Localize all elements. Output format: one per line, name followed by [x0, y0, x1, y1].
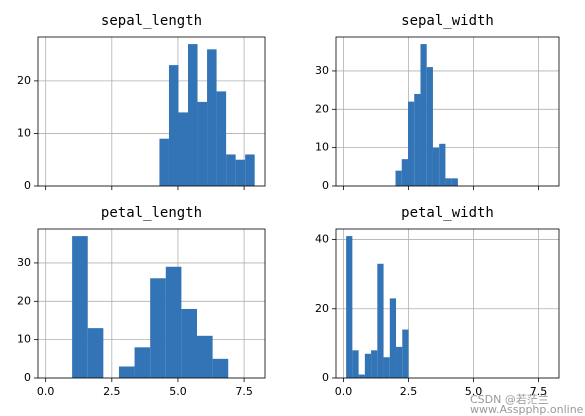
y-tick-label: 40	[315, 233, 329, 246]
subplot-title: sepal_length	[101, 13, 202, 29]
histogram-bar	[159, 138, 169, 186]
y-tick-label: 20	[315, 302, 329, 315]
histogram-bar	[396, 346, 403, 378]
histogram-bar	[377, 263, 384, 378]
axes-frame	[37, 228, 266, 379]
histogram-bar	[72, 236, 88, 378]
histogram-bar	[402, 329, 409, 378]
x-tick-label: 5.0	[465, 385, 483, 398]
y-tick-label: 20	[315, 102, 329, 115]
histogram-bar	[383, 357, 390, 378]
histogram-bar	[395, 170, 402, 186]
x-tick-label: 2.5	[103, 385, 121, 398]
histogram-bar	[414, 93, 421, 186]
histogram-bar	[364, 353, 372, 378]
histogram-bar	[165, 266, 182, 378]
histogram-bar	[188, 44, 198, 186]
histogram-bar	[216, 91, 227, 186]
histogram-bar	[168, 65, 179, 186]
histogram-bar	[212, 358, 229, 378]
histogram-bar	[197, 101, 208, 186]
subplot-title: petal_width	[401, 205, 494, 221]
histogram-bar	[420, 44, 427, 186]
subplot-title: petal_length	[101, 205, 202, 221]
histogram-bar	[235, 159, 246, 186]
y-tick-label: 10	[315, 141, 329, 154]
y-tick-label: 0	[24, 371, 31, 384]
histogram-bar	[181, 308, 198, 378]
histogram-bar	[150, 278, 166, 378]
x-tick-label: 5.0	[169, 385, 187, 398]
y-tick-label: 20	[17, 74, 31, 87]
x-tick-label: 0.0	[335, 385, 353, 398]
histogram-bar	[445, 178, 452, 186]
histogram-bar	[87, 328, 104, 378]
histogram-bar	[245, 154, 255, 186]
axes-frame	[335, 36, 560, 187]
histogram-bar	[226, 154, 236, 186]
histogram-bar	[407, 101, 415, 186]
histogram-bar	[346, 236, 353, 378]
y-tick-label: 30	[17, 256, 31, 269]
histogram-bar	[118, 366, 135, 378]
histogram-bar	[197, 335, 213, 378]
histogram-bar	[389, 298, 397, 378]
x-tick-label: 0.0	[37, 385, 55, 398]
y-tick-label: 0	[322, 371, 329, 384]
y-tick-label: 10	[17, 126, 31, 139]
x-tick-label: 7.5	[530, 385, 548, 398]
x-tick-label: 2.5	[400, 385, 418, 398]
histogram-bar	[401, 159, 408, 186]
histogram-bar	[352, 350, 359, 378]
watermark-site: www.Asspphp.online	[470, 403, 584, 416]
x-tick-label: 7.5	[235, 385, 253, 398]
histogram-bar	[426, 67, 433, 186]
histogram-bar	[207, 49, 217, 187]
histogram-bar	[439, 143, 446, 186]
axes-frame	[37, 36, 266, 187]
y-tick-label: 20	[17, 294, 31, 307]
watermark-author: CSDN @若茫兰	[470, 392, 549, 406]
y-tick-label: 0	[24, 179, 31, 192]
subplot-title: sepal_width	[401, 13, 494, 29]
histogram-bar	[358, 374, 365, 378]
y-tick-label: 30	[315, 64, 329, 77]
histogram-bar	[178, 112, 189, 186]
histogram-bar	[432, 147, 440, 186]
histogram-bar	[134, 347, 151, 378]
histogram-bar	[371, 350, 378, 378]
axes-frame	[335, 228, 560, 379]
histogram-bar	[451, 178, 458, 186]
y-tick-label: 0	[322, 179, 329, 192]
y-tick-label: 10	[17, 333, 31, 346]
